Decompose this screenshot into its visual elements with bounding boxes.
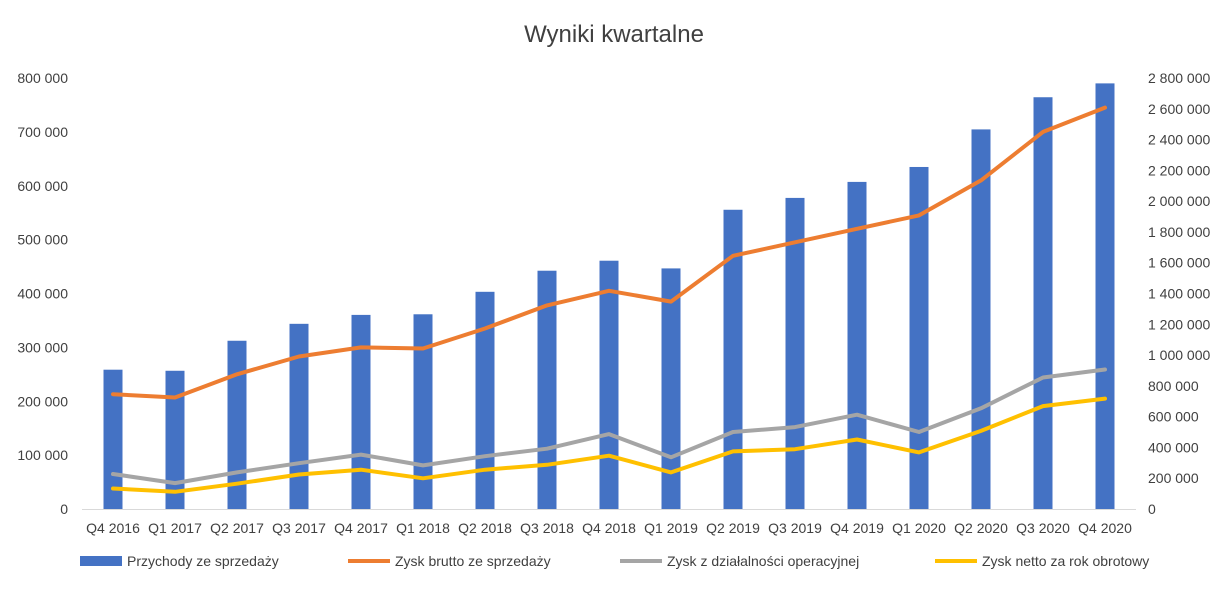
y-left-tick-label: 300 000	[17, 339, 68, 355]
x-tick-label: Q3 2019	[768, 520, 822, 536]
x-tick-label: Q4 2019	[830, 520, 884, 536]
bar	[1033, 97, 1053, 509]
chart-title: Wyniki kwartalne	[524, 21, 704, 48]
x-tick-label: Q4 2016	[86, 520, 140, 536]
y-right-tick-label: 0	[1148, 501, 1156, 517]
legend-label: Przychody ze sprzedaży	[127, 553, 279, 569]
series-line	[111, 367, 1107, 486]
bar	[1095, 83, 1115, 509]
y-left-tick-label: 500 000	[17, 232, 68, 248]
y-right-tick-label: 2 400 000	[1148, 132, 1210, 148]
x-tick-label: Q4 2018	[582, 520, 636, 536]
y-left-tick-label: 200 000	[17, 393, 68, 409]
bar	[909, 166, 929, 510]
legend-label: Zysk z działalności operacyjnej	[667, 553, 859, 569]
bar	[165, 370, 185, 509]
bar	[661, 268, 681, 509]
y-right-tick-label: 2 000 000	[1148, 193, 1210, 209]
x-tick-label: Q2 2020	[954, 520, 1008, 536]
legend: Przychody ze sprzedaży Zysk brutto ze spr…	[80, 553, 1149, 569]
x-tick-label: Q2 2018	[458, 520, 512, 536]
x-tick-label: Q1 2019	[644, 520, 698, 536]
bar	[289, 323, 309, 509]
y-right-tick-label: 800 000	[1148, 378, 1199, 394]
y-right-tick-label: 400 000	[1148, 439, 1199, 455]
x-tick-label: Q1 2020	[892, 520, 946, 536]
y-axis-left: 0 100 000 200 000 300 000 400 000 500 000 600 …	[17, 70, 68, 517]
y-right-tick-label: 600 000	[1148, 409, 1199, 425]
x-tick-label: Q1 2018	[396, 520, 450, 536]
bar	[227, 340, 247, 509]
y-right-tick-label: 2 200 000	[1148, 162, 1210, 178]
y-right-tick-label: 1 400 000	[1148, 286, 1210, 302]
x-tick-label: Q3 2018	[520, 520, 574, 536]
legend-label: Zysk brutto ze sprzedaży	[395, 553, 551, 569]
x-tick-label: Q2 2019	[706, 520, 760, 536]
legend-label: Zysk netto za rok obrotowy	[982, 553, 1149, 569]
series-line	[111, 105, 1107, 400]
y-left-tick-label: 800 000	[17, 70, 68, 86]
line-series	[111, 105, 1107, 494]
x-axis: Q4 2016 Q1 2017 Q2 2017 Q3 2017 Q4 2017 Q1 20…	[82, 509, 1136, 536]
y-axis-right: 0 200 000 400 000 600 000 800 000 1 000 000 1 …	[1148, 70, 1210, 517]
bar-series	[103, 83, 1115, 510]
bar	[413, 314, 433, 509]
y-right-tick-label: 2 600 000	[1148, 101, 1210, 117]
x-tick-label: Q4 2020	[1078, 520, 1132, 536]
y-right-tick-label: 1 600 000	[1148, 255, 1210, 271]
y-right-tick-label: 2 800 000	[1148, 70, 1210, 86]
bar	[599, 260, 619, 509]
x-tick-label: Q4 2017	[334, 520, 388, 536]
y-left-tick-label: 0	[60, 501, 68, 517]
x-tick-label: Q1 2017	[148, 520, 202, 536]
series-line	[111, 396, 1107, 494]
bar	[971, 129, 991, 509]
y-left-tick-label: 700 000	[17, 124, 68, 140]
x-tick-label: Q2 2017	[210, 520, 264, 536]
bar	[785, 197, 805, 510]
bar	[847, 181, 867, 509]
x-tick-label: Q3 2020	[1016, 520, 1070, 536]
y-left-tick-label: 600 000	[17, 178, 68, 194]
y-right-tick-label: 200 000	[1148, 470, 1199, 486]
legend-swatch	[80, 556, 122, 566]
y-left-tick-label: 100 000	[17, 447, 68, 463]
bar	[351, 314, 371, 509]
y-right-tick-label: 1 200 000	[1148, 316, 1210, 332]
y-right-tick-label: 1 800 000	[1148, 224, 1210, 240]
x-tick-label: Q3 2017	[272, 520, 326, 536]
y-right-tick-label: 1 000 000	[1148, 347, 1210, 363]
y-left-tick-label: 400 000	[17, 286, 68, 302]
